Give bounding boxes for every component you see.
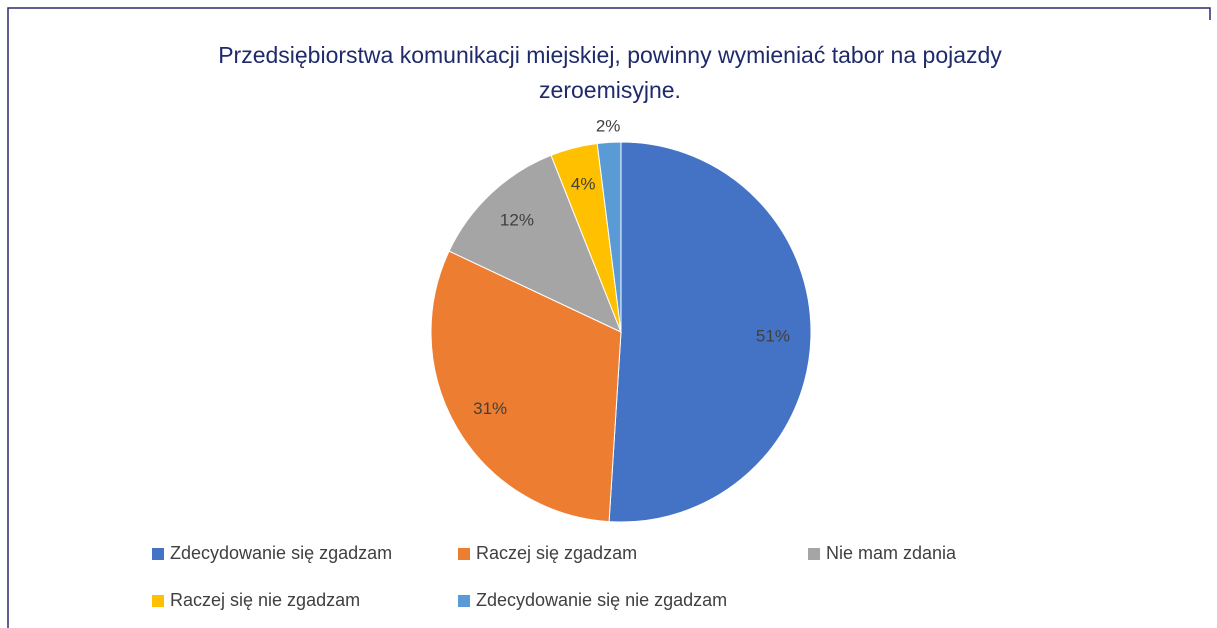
data-label: 2% xyxy=(596,117,621,136)
legend-swatch xyxy=(152,548,164,560)
frame xyxy=(7,7,1211,628)
legend-label: Zdecydowanie się nie zgadzam xyxy=(476,590,727,610)
legend-label: Raczej się nie zgadzam xyxy=(170,590,360,610)
legend-swatch xyxy=(808,548,820,560)
data-label: 51% xyxy=(756,326,790,345)
legend-swatch xyxy=(458,595,470,607)
pie-slice xyxy=(596,141,622,333)
legend-label: Nie mam zdania xyxy=(826,543,957,563)
legend-swatch xyxy=(152,595,164,607)
legend-label: Zdecydowanie się zgadzam xyxy=(170,543,392,563)
data-label: 31% xyxy=(473,399,507,418)
pie-slice xyxy=(608,141,812,523)
pie-slice xyxy=(448,154,622,333)
pie-slice xyxy=(430,250,622,523)
data-label: 4% xyxy=(571,174,596,193)
legend-swatch xyxy=(458,548,470,560)
chart-title: Przedsiębiorstwa komunikacji miejskiej, … xyxy=(218,42,1002,103)
data-label: 12% xyxy=(500,211,534,230)
legend-label: Raczej się zgadzam xyxy=(476,543,637,563)
